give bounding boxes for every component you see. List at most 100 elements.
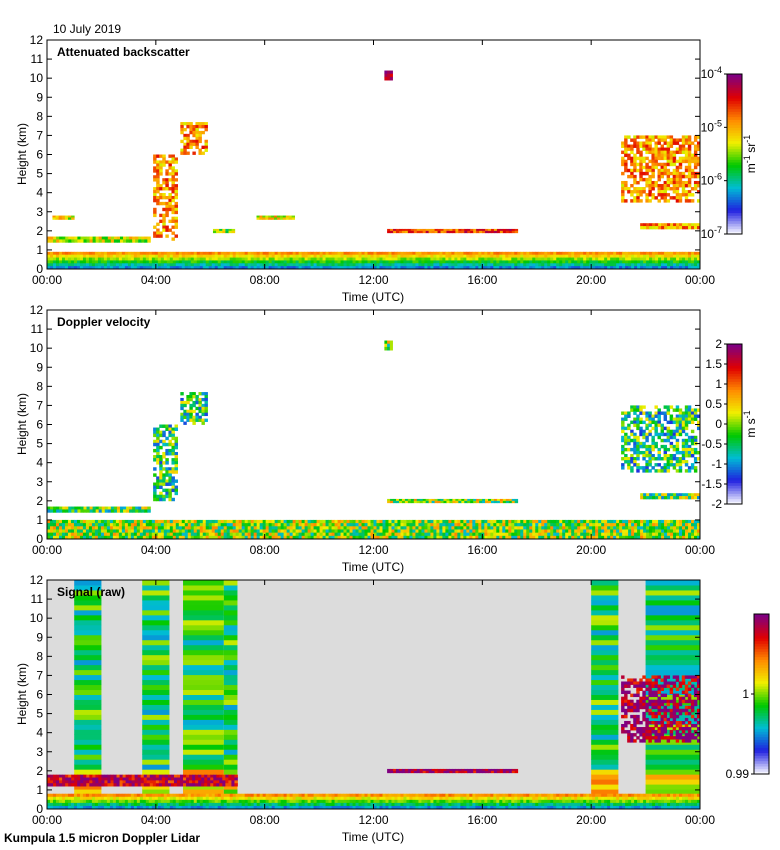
heatmap-cell: [169, 254, 174, 258]
signal-cell: [142, 639, 170, 646]
heatmap-cell: [397, 532, 401, 537]
signal-cell: [223, 589, 238, 596]
heatmap-cell: [393, 230, 397, 234]
heatmap-cell: [219, 228, 223, 232]
heatmap-cell: [193, 254, 198, 258]
heatmap-cell: [663, 450, 668, 455]
heatmap-cell: [654, 429, 658, 434]
heatmap-cell: [675, 199, 680, 203]
heatmap-cell: [313, 266, 317, 270]
heatmap-cell: [298, 251, 303, 256]
heatmap-cell: [274, 217, 278, 220]
heatmap-cell: [625, 523, 629, 527]
heatmap-cell: [133, 535, 138, 540]
heatmap-cell: [58, 251, 63, 256]
heatmap-cell: [424, 529, 428, 534]
heatmap-cell: [487, 266, 491, 270]
heatmap-cell: [85, 799, 90, 804]
heatmap-cell: [633, 444, 637, 449]
heatmap-cell: [222, 228, 226, 232]
heatmap-cell: [85, 251, 90, 256]
heatmap-cell: [286, 263, 291, 267]
heatmap-cell: [621, 199, 625, 203]
heatmap-cell: [693, 159, 698, 164]
heatmap-cell: [370, 532, 374, 537]
heatmap-cell: [535, 519, 539, 524]
heatmap-cell: [553, 529, 557, 534]
heatmap-cell: [142, 535, 147, 540]
heatmap-cell: [481, 532, 485, 537]
heatmap-cell: [64, 796, 69, 801]
heatmap-cell: [621, 183, 625, 188]
heatmap-cell: [361, 532, 365, 537]
heatmap-cell: [82, 260, 87, 264]
heatmap-cell: [622, 535, 626, 540]
heatmap-cell: [403, 519, 407, 524]
heatmap-cell: [586, 263, 590, 267]
heatmap-cell: [112, 532, 117, 537]
heatmap-cell: [138, 506, 142, 510]
heatmap-cell: [511, 230, 516, 234]
heatmap-cell: [396, 228, 400, 232]
heatmap-cell: [159, 201, 163, 206]
heatmap-cell: [616, 526, 620, 530]
heatmap-cell: [147, 239, 151, 243]
heatmap-cell: [654, 159, 658, 164]
heatmap-cell: [59, 509, 63, 513]
heatmap-cell: [654, 411, 658, 415]
heatmap-cell: [666, 429, 671, 434]
heatmap-cell: [666, 168, 671, 173]
heatmap-cell: [250, 529, 255, 534]
heatmap-cell: [675, 180, 680, 185]
heatmap-cell: [159, 445, 163, 450]
heatmap-cell: [434, 230, 438, 234]
signal-cell: [591, 594, 619, 601]
heatmap-cell: [651, 466, 655, 470]
heatmap-cell: [208, 532, 213, 537]
heatmap-cell: [499, 529, 503, 534]
heatmap-cell: [253, 523, 258, 527]
heatmap-cell: [175, 532, 180, 537]
signal-cell: [142, 734, 170, 740]
heatmap-cell: [571, 519, 575, 524]
heatmap-cell: [127, 254, 132, 258]
heatmap-cell: [481, 251, 485, 256]
heatmap-cell: [301, 526, 306, 530]
heatmap-cell: [189, 415, 193, 420]
heatmap-cell: [174, 455, 178, 459]
heatmap-cell: [472, 529, 476, 534]
heatmap-cell: [538, 519, 542, 524]
heatmap-cell: [153, 433, 157, 438]
heatmap-cell: [651, 147, 655, 151]
heatmap-cell: [636, 162, 640, 167]
heatmap-cell: [630, 138, 634, 142]
heatmap-cell: [687, 447, 692, 452]
heatmap-cell: [64, 529, 69, 534]
heatmap-cell: [130, 802, 135, 807]
heatmap-cell: [628, 266, 632, 270]
heatmap-cell: [376, 257, 380, 261]
heatmap-cell: [331, 523, 335, 527]
heatmap-cell: [187, 519, 192, 524]
heatmap-cell: [619, 263, 623, 267]
heatmap-cell: [67, 805, 72, 810]
heatmap-cell: [181, 529, 186, 534]
heatmap-cell: [595, 523, 599, 527]
heatmap-cell: [244, 526, 249, 530]
heatmap-cell: [418, 251, 422, 256]
heatmap-cell: [55, 523, 60, 527]
heatmap-cell: [610, 263, 614, 267]
heatmap-cell: [624, 187, 628, 191]
heatmap-cell: [666, 460, 671, 464]
heatmap-cell: [508, 519, 512, 524]
heatmap-cell: [442, 523, 446, 527]
heatmap-cell: [384, 73, 388, 78]
heatmap-cell: [127, 802, 132, 807]
heatmap-cell: [666, 174, 671, 179]
heatmap-cell: [672, 466, 677, 470]
heatmap-cell: [115, 529, 120, 534]
heatmap-cell: [361, 254, 365, 258]
heatmap-cell: [624, 199, 628, 203]
heatmap-cell: [175, 535, 180, 540]
heatmap-cell: [660, 162, 664, 167]
